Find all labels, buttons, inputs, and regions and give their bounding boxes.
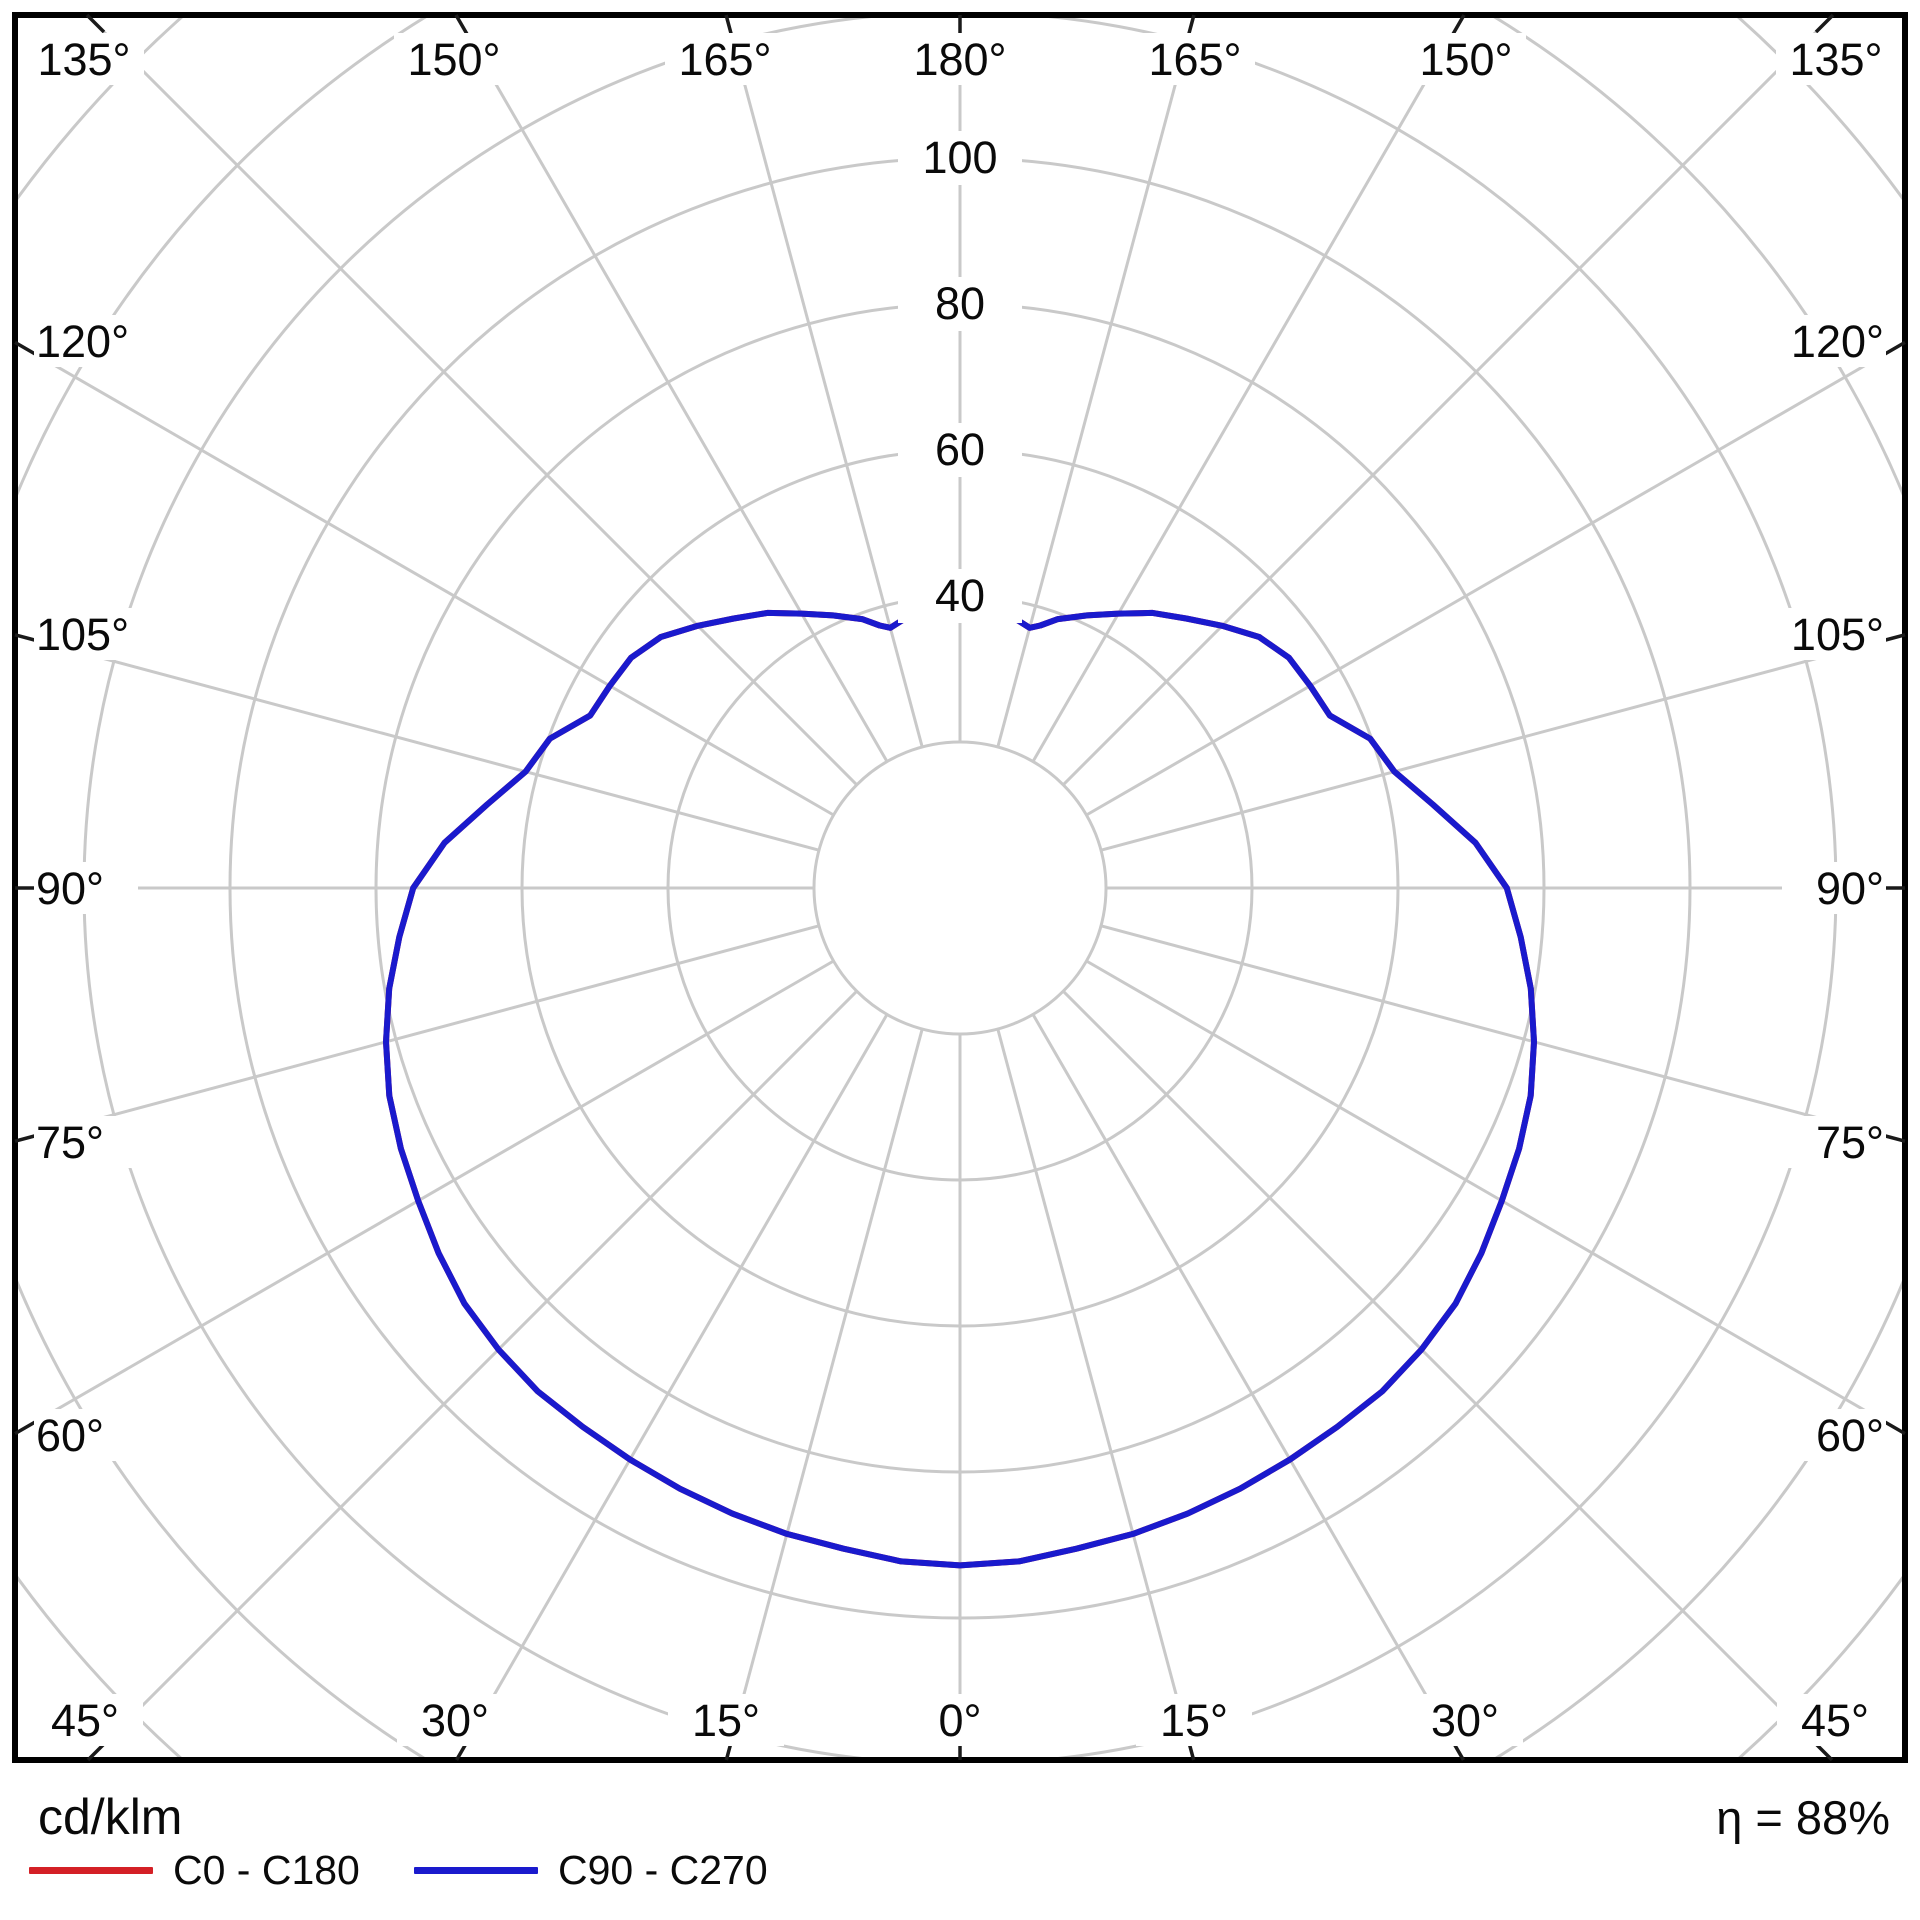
grid-spoke-345 — [725, 1028, 924, 1757]
label-gap — [1782, 1116, 1886, 1168]
legend-item-c90-c270: C90 - C270 — [414, 1846, 768, 1893]
grid-spoke-210 — [455, 18, 889, 763]
label-gap — [27, 1694, 143, 1746]
polar-chart: 40 60 80 100 135° 150° 165° 180° 165° 150° 135° 45°… — [12, 12, 1908, 1763]
radial-tick-label-40: 40 — [935, 570, 985, 621]
angle-label-top-135-0: 135° — [37, 34, 130, 85]
angle-label-left-60: 60° — [36, 1410, 104, 1461]
radial-tick-label-100: 100 — [922, 132, 997, 183]
label-gap — [34, 1116, 138, 1168]
angle-label-left-90: 90° — [36, 863, 104, 914]
label-gap — [394, 33, 514, 85]
angle-label-bottom-30-5: 30° — [1431, 1695, 1499, 1746]
label-gap — [898, 277, 1022, 331]
label-gap — [898, 569, 1022, 623]
angle-label-top-150-5: 150° — [1419, 34, 1512, 85]
efficiency-label: η = 88% — [1716, 1791, 1890, 1844]
angle-label-bottom-15-2: 15° — [692, 1695, 760, 1746]
label-gap — [34, 1409, 138, 1461]
label-gap — [24, 33, 144, 85]
label-gap — [34, 315, 138, 367]
grid-spoke-150 — [1031, 18, 1465, 763]
grid-spoke-15 — [996, 1028, 1195, 1757]
angle-label-top-165-4: 165° — [1148, 34, 1241, 85]
grid-spoke-30 — [1031, 1013, 1464, 1757]
angle-label-bottom-15-4: 15° — [1160, 1695, 1228, 1746]
angle-label-bottom-30-1: 30° — [421, 1695, 489, 1746]
label-gap — [1782, 315, 1886, 367]
frame-tick — [1883, 1420, 1906, 1436]
angle-label-top-150-1: 150° — [407, 34, 500, 85]
frame-tick — [85, 13, 106, 34]
angle-label-right-60: 60° — [1816, 1410, 1884, 1461]
angle-label-top-135-6: 135° — [1789, 34, 1882, 85]
legend-line-c90-c270-icon — [414, 1866, 538, 1874]
radial-tick-label-60: 60 — [935, 424, 985, 475]
angle-label-bottom-45-0: 45° — [51, 1695, 119, 1746]
grid-spoke-135 — [1062, 18, 1833, 786]
grid-spoke-240 — [18, 342, 835, 817]
legend-item-c0-c180: C0 - C180 — [29, 1846, 360, 1893]
radial-tick-label-80: 80 — [935, 278, 985, 329]
frame-tick — [14, 1420, 37, 1436]
angle-label-right-90: 90° — [1816, 863, 1884, 914]
angle-label-right-105: 105° — [1791, 609, 1884, 660]
label-gap — [1782, 862, 1886, 914]
frame-tick — [454, 14, 470, 37]
grid-spoke-255 — [18, 634, 820, 852]
frame-tick — [14, 340, 37, 356]
angle-label-right-75: 75° — [1816, 1117, 1884, 1168]
label-gap — [902, 1694, 1018, 1746]
grid-spoke-60 — [1085, 959, 1902, 1434]
angle-label-left-105: 105° — [36, 609, 129, 660]
label-gap — [1776, 33, 1896, 85]
label-gap — [898, 131, 1022, 185]
label-gap — [665, 33, 785, 85]
grid-spoke-315 — [88, 990, 858, 1757]
label-gap — [397, 1694, 513, 1746]
frame-tick — [1883, 340, 1906, 356]
grid-spoke-285 — [18, 924, 820, 1142]
grid-spoke-75 — [1100, 924, 1902, 1142]
frame-tick — [1814, 13, 1835, 34]
grid-spoke-330 — [456, 1013, 889, 1757]
label-gap — [898, 423, 1022, 477]
unit-label: cd/klm — [38, 1789, 183, 1845]
legend-label-c0-c180: C0 - C180 — [173, 1846, 360, 1893]
chart-footer: cd/klm η = 88% C0 - C180 C90 - C270 — [0, 1764, 1920, 1920]
grid-spoke-225 — [87, 18, 858, 786]
label-gap — [1407, 1694, 1523, 1746]
label-gap — [1136, 1694, 1252, 1746]
grid-spoke-105 — [1100, 634, 1902, 852]
grid-spoke-300 — [18, 959, 835, 1434]
legend-label-c90-c270: C90 - C270 — [558, 1846, 768, 1893]
angle-label-right-120: 120° — [1791, 316, 1884, 367]
label-gap — [1782, 608, 1886, 660]
legend-line-c0-c180-icon — [29, 1866, 153, 1874]
angle-label-bottom-0-3: 0° — [938, 1695, 981, 1746]
angle-label-left-120: 120° — [36, 316, 129, 367]
label-gap — [668, 1694, 784, 1746]
angle-label-top-165-2: 165° — [678, 34, 771, 85]
grid-spoke-120 — [1085, 342, 1902, 817]
label-gap — [34, 608, 138, 660]
label-gap — [900, 33, 1020, 85]
label-gap — [1135, 33, 1255, 85]
label-gap — [1777, 1694, 1893, 1746]
grid-spoke-45 — [1062, 990, 1832, 1757]
angle-label-bottom-45-6: 45° — [1801, 1695, 1869, 1746]
label-gap — [1782, 1409, 1886, 1461]
frame-tick — [1450, 14, 1466, 37]
angle-label-top-180-3: 180° — [913, 34, 1006, 85]
label-gap — [34, 862, 138, 914]
label-gap — [1406, 33, 1526, 85]
angle-label-left-75: 75° — [36, 1117, 104, 1168]
